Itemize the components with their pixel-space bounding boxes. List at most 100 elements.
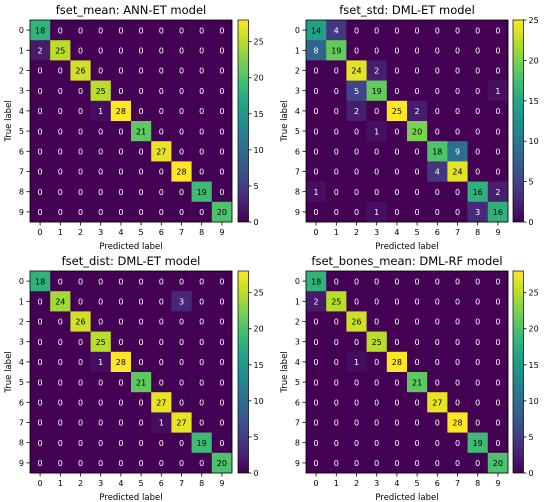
- panel-4-cell-r3-c8: [467, 331, 489, 353]
- panel-4-cell-value-r3-c7: 0: [455, 338, 460, 347]
- panel-4-cell-value-r1-c4: 0: [394, 298, 399, 307]
- panel-1-cell-r7-c8: [191, 161, 213, 182]
- panel-3-cell-value-r3-c1: 0: [58, 338, 63, 347]
- panel-3-cell-value-r7-c7: 27: [176, 419, 186, 428]
- panel-2-cell-value-r0-c9: 0: [495, 26, 500, 35]
- panel-1-cell-r9-c7: [171, 201, 192, 223]
- panel-4-cell-r5-c8: [467, 372, 489, 393]
- panel-3-cell-value-r1-c8: 0: [199, 298, 204, 307]
- panel-3-cell-r7-c2: [70, 412, 91, 433]
- panel-3-cell-r0-c2: [70, 271, 91, 292]
- panel-3-cell-r3-c0: [30, 331, 51, 353]
- panel-2-cell-r1-c1: [326, 40, 347, 61]
- panel-3-cell-r3-c3: [90, 331, 112, 353]
- panel-4-cell-value-r6-c0: 0: [314, 399, 319, 408]
- panel-1-cell-value-r9-c8: 0: [199, 208, 204, 217]
- panel-2-cell-value-r3-c4: 0: [394, 87, 399, 96]
- panel-1-cell-value-r9-c9: 20: [217, 208, 227, 217]
- panel-2-cell-r0-c3: [366, 20, 388, 41]
- panel-4-ytick-label-4: 4: [295, 358, 300, 367]
- panel-2-cell-r1-c6: [427, 40, 448, 61]
- panel-3-cell-value-r8-c1: 0: [58, 439, 63, 448]
- panel-2-cell-r2-c9: [487, 60, 509, 81]
- panel-3-cell-value-r0-c8: 0: [199, 277, 204, 286]
- panel-1-cell-value-r9-c2: 0: [78, 208, 83, 217]
- panel-2-colorbar-tick-label-5: 5: [529, 178, 534, 187]
- panel-4-cell-r9-c1: [326, 452, 347, 474]
- panel-4-cell-value-r9-c4: 0: [394, 459, 399, 468]
- panel-4-cell-value-r8-c9: 0: [495, 439, 500, 448]
- panel-2-cell-value-r7-c1: 0: [334, 168, 339, 177]
- panel-3-cell-r8-c5: [131, 432, 152, 454]
- panel-1-cell-r9-c3: [90, 201, 112, 223]
- panel-3-cell-r9-c9: [211, 452, 233, 474]
- panel-4-cell-value-r5-c1: 0: [334, 378, 339, 387]
- panel-3-cell-value-r3-c3: 25: [96, 338, 106, 347]
- panel-2-cell-value-r1-c1: 19: [331, 47, 341, 56]
- panel-2-cell-r6-c5: [407, 141, 428, 162]
- panel-3-cell-r5-c8: [191, 372, 213, 393]
- panel-4-cell-value-r9-c0: 0: [314, 459, 319, 468]
- panel-2-cell-r4-c6: [427, 100, 448, 122]
- panel-2-cell-r2-c8: [467, 60, 489, 81]
- panel-4-cell-r6-c6: [427, 392, 448, 413]
- panel-3-cell-value-r4-c6: 0: [159, 358, 164, 367]
- panel-2-cell-r8-c9: [487, 181, 509, 203]
- panel-3-cell-r8-c6: [151, 432, 172, 454]
- panel-4-cell-value-r2-c4: 0: [394, 318, 399, 327]
- panel-1-cell-r9-c4: [110, 201, 132, 223]
- panel-4-colorbar-tick-label-25: 25: [529, 289, 539, 298]
- panel-4-cell-r1-c0: [306, 291, 327, 312]
- panel-2-cell-r7-c9: [487, 161, 509, 182]
- panel-2-cell-value-r8-c8: 16: [473, 188, 483, 197]
- panel-3-cell-value-r2-c9: 0: [219, 318, 224, 327]
- panel-1-cell-r6-c1: [50, 141, 71, 162]
- panel-1-cell-r0-c1: [50, 20, 71, 41]
- panel-1-cell-value-r3-c3: 25: [96, 87, 106, 96]
- panel-1-cell-value-r4-c0: 0: [38, 107, 43, 116]
- panel-3-xtick-label-6: 6: [159, 479, 164, 488]
- panel-1-cell-r3-c1: [50, 80, 71, 102]
- panel-3-cell-r5-c1: [50, 372, 71, 393]
- panel-3-cell-r3-c7: [171, 331, 192, 353]
- panel-1-ytick-label-3: 3: [19, 87, 24, 96]
- panel-3-cell-value-r3-c0: 0: [38, 338, 43, 347]
- panel-4-cell-r6-c8: [467, 392, 489, 413]
- panel-2-cell-value-r1-c9: 0: [495, 47, 500, 56]
- panel-4-cell-r6-c5: [407, 392, 428, 413]
- panel-3-cell-value-r6-c0: 0: [38, 399, 43, 408]
- panel-2-cell-value-r3-c6: 0: [435, 87, 440, 96]
- panel-4-cell-value-r0-c8: 0: [475, 277, 480, 286]
- panel-3-cell-value-r2-c2: 26: [75, 318, 85, 327]
- panel-1-cell-value-r1-c0: 2: [38, 47, 43, 56]
- panel-3-cell-value-r9-c2: 0: [78, 459, 83, 468]
- panel-3-cell-value-r4-c2: 0: [78, 358, 83, 367]
- panel-3-colorbar-tick-label-20: 20: [254, 325, 264, 334]
- panel-1-cell-value-r0-c9: 0: [219, 26, 224, 35]
- panel-1-cell-value-r7-c6: 0: [159, 168, 164, 177]
- panel-1-cell-r7-c7: [171, 161, 192, 182]
- panel-3-cell-value-r3-c9: 0: [219, 338, 224, 347]
- panel-3-cell-value-r8-c7: 0: [179, 439, 184, 448]
- panel-4-cell-r7-c3: [366, 412, 388, 433]
- panel-3-cell-value-r8-c2: 0: [78, 439, 83, 448]
- panel-4-cell-value-r4-c7: 0: [455, 358, 460, 367]
- panel-3-cell-r3-c6: [151, 331, 172, 353]
- panel-4-cell-r7-c9: [487, 412, 509, 433]
- panel-4-cell-r2-c2: [346, 311, 367, 332]
- panel-3-ytick-label-5: 5: [19, 378, 24, 387]
- panel-4-cell-r1-c9: [487, 291, 509, 312]
- panel-1-cell-value-r9-c1: 0: [58, 208, 63, 217]
- panel-2-cell-r1-c2: [346, 40, 367, 61]
- panel-1-cell-r4-c2: [70, 100, 91, 122]
- panel-3-cell-r9-c8: [191, 452, 213, 474]
- panel-2-cell-value-r2-c1: 0: [334, 67, 339, 76]
- panel-4-cell-r7-c0: [306, 412, 327, 433]
- panel-2-cell-value-r7-c7: 24: [452, 168, 462, 177]
- panel-3-cell-r9-c5: [131, 452, 152, 474]
- panel-4-cell-value-r9-c6: 0: [435, 459, 440, 468]
- panel-3-xtick-label-9: 9: [219, 479, 224, 488]
- panel-1-cell-value-r4-c4: 28: [116, 107, 126, 116]
- panel-1-cell-r0-c3: [90, 20, 112, 41]
